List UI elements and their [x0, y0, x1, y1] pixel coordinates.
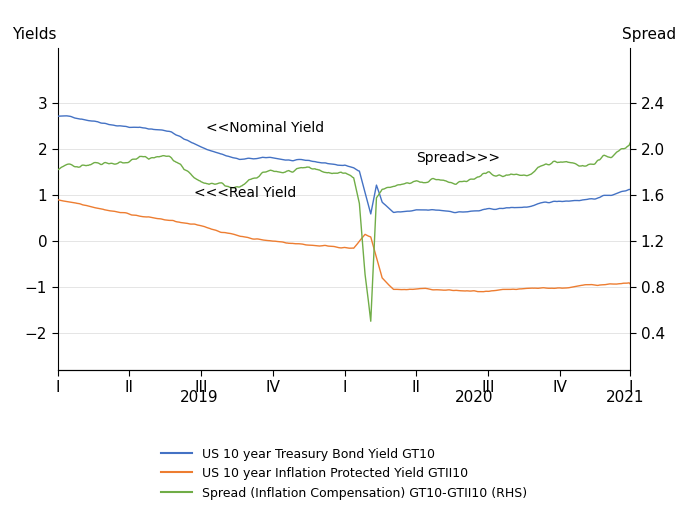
- Text: Yields: Yields: [12, 27, 56, 41]
- Text: <<<Real Yield: <<<Real Yield: [194, 186, 297, 200]
- Text: 2019: 2019: [180, 390, 218, 406]
- Text: Spread>>>: Spread>>>: [416, 151, 500, 165]
- Text: <<Nominal Yield: <<Nominal Yield: [206, 121, 324, 136]
- Text: 2020: 2020: [455, 390, 493, 406]
- Legend: US 10 year Treasury Bond Yield GT10, US 10 year Inflation Protected Yield GTII10: US 10 year Treasury Bond Yield GT10, US …: [155, 442, 533, 506]
- Text: Spread: Spread: [622, 27, 676, 41]
- Text: 2021: 2021: [605, 390, 644, 406]
